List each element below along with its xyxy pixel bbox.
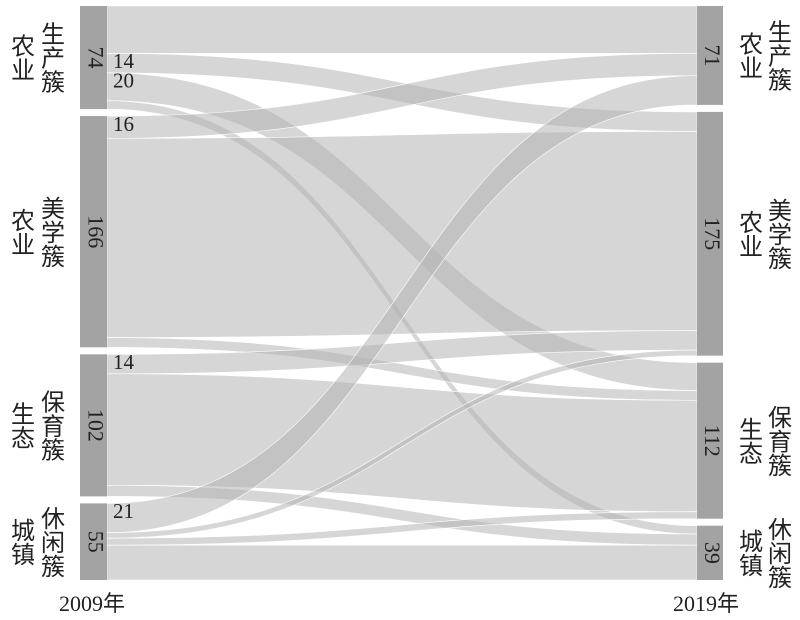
node-label: 农业 bbox=[6, 208, 34, 256]
flows bbox=[106, 5, 698, 581]
node-label: 保育簇 bbox=[763, 405, 791, 477]
node-value: 112 bbox=[700, 425, 725, 457]
left-year-label: 2009年 bbox=[59, 591, 125, 616]
node bbox=[697, 525, 723, 580]
node-label: 农业 bbox=[6, 34, 34, 82]
flow-label: 21 bbox=[113, 499, 134, 523]
node bbox=[697, 111, 723, 356]
node bbox=[80, 503, 107, 580]
node-label: 生产簇 bbox=[36, 22, 64, 94]
node bbox=[80, 6, 107, 110]
node-label: 美学簇 bbox=[36, 196, 64, 268]
node-label: 休闲簇 bbox=[36, 506, 64, 578]
node-value: 102 bbox=[83, 409, 108, 442]
flow-label: 16 bbox=[113, 112, 134, 136]
node-label: 保育簇 bbox=[36, 389, 64, 461]
node-value: 74 bbox=[83, 47, 108, 69]
node-label: 农业 bbox=[734, 210, 762, 258]
node-value: 166 bbox=[83, 215, 108, 248]
flow bbox=[106, 544, 698, 581]
node-value: 55 bbox=[83, 531, 108, 553]
node bbox=[80, 354, 107, 497]
flow bbox=[106, 5, 698, 54]
node bbox=[697, 362, 723, 519]
node-label: 城镇 bbox=[734, 529, 762, 577]
node-label: 农业 bbox=[734, 31, 762, 79]
node bbox=[80, 116, 107, 348]
node-label: 休闲簇 bbox=[763, 517, 791, 589]
node-label: 美学簇 bbox=[763, 198, 791, 270]
flow bbox=[106, 349, 698, 539]
node-label: 生态 bbox=[6, 401, 33, 449]
flow-label: 14 bbox=[113, 350, 135, 374]
node-value: 39 bbox=[700, 542, 725, 564]
flow-label: 14 bbox=[113, 49, 135, 73]
node-value: 175 bbox=[700, 217, 725, 250]
right-year-label: 2019年 bbox=[673, 591, 739, 616]
node-label: 城镇 bbox=[6, 518, 34, 566]
node bbox=[697, 6, 723, 105]
nodes: 74 166 102 55 71 175 112 39 bbox=[80, 6, 725, 580]
node-label: 生产簇 bbox=[763, 19, 791, 91]
flow-label: 20 bbox=[113, 69, 134, 93]
node-label: 生态 bbox=[734, 417, 761, 465]
node-value: 71 bbox=[700, 44, 725, 66]
